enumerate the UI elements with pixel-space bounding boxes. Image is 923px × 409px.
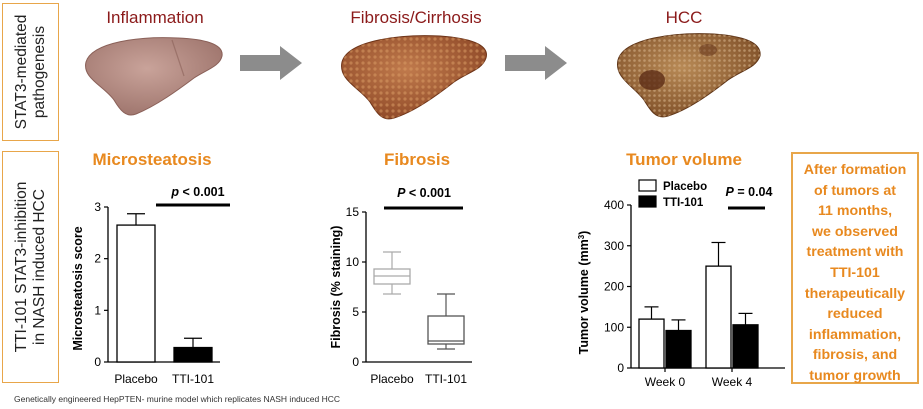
panel-title-fibrosis: Fibrosis xyxy=(383,150,451,169)
x-tick-label: Placebo xyxy=(370,372,414,386)
tumor-volume-bar-chart: 0 100 200 300 400 Tumor volume (mm3) Week 0 Wee… xyxy=(577,179,785,389)
callout-line: 11 months, xyxy=(817,203,893,220)
y-tick-label: 15 xyxy=(346,205,360,219)
callout-line: treatment with xyxy=(806,244,904,261)
bar xyxy=(173,346,213,363)
callout-line: After formation xyxy=(803,162,907,178)
callout-line: therapeutically xyxy=(804,285,906,302)
stage-label-fibrosis: Fibrosis/Cirrhosis xyxy=(350,8,482,27)
side-label-box-pathogenesis: STAT3-mediated pathogenesis xyxy=(2,3,59,141)
y-tick-label: 100 xyxy=(604,320,624,334)
liver-fibrosis-icon xyxy=(341,35,487,120)
arrow-right-icon xyxy=(240,46,302,80)
callout-line: TTI-101 xyxy=(830,264,880,281)
stage-label-hcc: HCC xyxy=(665,8,703,27)
bar xyxy=(638,318,665,369)
panel-title-tumor-volume: Tumor volume xyxy=(626,150,742,169)
significance-label: p < 0.001 xyxy=(170,185,224,199)
side-label-pathogenesis: STAT3-mediated pathogenesis xyxy=(12,14,48,130)
legend-swatch xyxy=(638,195,657,208)
y-tick-label: 2 xyxy=(94,252,101,266)
callout-line: inflammation, xyxy=(808,326,902,343)
legend-label: Placebo xyxy=(663,181,707,193)
y-axis-label: Tumor volume (mm3) xyxy=(577,231,592,355)
legend-swatch xyxy=(638,179,657,192)
y-tick-label: 0 xyxy=(352,355,359,369)
footnote: Genetically engineered HepPTEN- murine m… xyxy=(14,394,340,404)
y-tick-label: 200 xyxy=(604,280,624,294)
callout-line: fibrosis, and xyxy=(812,347,898,364)
x-tick-label: TTI-101 xyxy=(172,372,214,386)
callout-line: of tumors at xyxy=(814,182,896,199)
y-tick-label: 400 xyxy=(604,198,624,212)
side-label-inhibition: TTI-101 STAT3-inhibition in NASH induced… xyxy=(12,181,48,353)
bar xyxy=(732,324,759,369)
liver-inflammation-icon xyxy=(85,37,223,116)
y-tick-label: 0 xyxy=(617,361,624,375)
bar xyxy=(665,329,692,369)
arrow-right-icon xyxy=(505,46,567,80)
liver-hcc-icon xyxy=(617,33,761,118)
significance-label: P < 0.001 xyxy=(397,186,451,200)
callout-line: tumor growth xyxy=(809,367,901,384)
callout-line: reduced xyxy=(827,306,883,323)
y-axis-label: Fibrosis (% staining) xyxy=(329,226,343,349)
side-label-box-inhibition: TTI-101 STAT3-inhibition in NASH induced… xyxy=(2,151,59,383)
x-tick-label: TTI-101 xyxy=(425,372,467,386)
x-tick-label: Week 0 xyxy=(645,375,686,389)
significance-label: P = 0.04 xyxy=(726,185,773,199)
conclusion-callout: After formation of tumors at 11 months, we … xyxy=(791,152,919,384)
y-tick-label: 5 xyxy=(352,305,359,319)
y-axis-label: Microsteatosis score xyxy=(71,226,85,350)
x-tick-label: Week 4 xyxy=(712,375,753,389)
y-tick-label: 1 xyxy=(94,303,101,317)
x-tick-label: Placebo xyxy=(114,372,158,386)
legend-label: TTI-101 xyxy=(663,197,704,209)
panel-title-microsteatosis: Microsteatosis xyxy=(92,150,212,169)
stage-label-inflammation: Inflammation xyxy=(106,8,204,27)
y-tick-label: 3 xyxy=(94,200,101,214)
bar xyxy=(116,224,156,363)
y-tick-label: 0 xyxy=(94,355,101,369)
microsteatosis-bar-chart: 0 1 2 3 Microsteatosis score Placebo TTI-101 p … xyxy=(71,185,230,386)
y-tick-label: 10 xyxy=(346,255,360,269)
y-tick-label: 300 xyxy=(604,239,624,253)
box xyxy=(427,315,465,345)
bar xyxy=(705,265,732,369)
callout-line: we observed xyxy=(812,223,898,240)
